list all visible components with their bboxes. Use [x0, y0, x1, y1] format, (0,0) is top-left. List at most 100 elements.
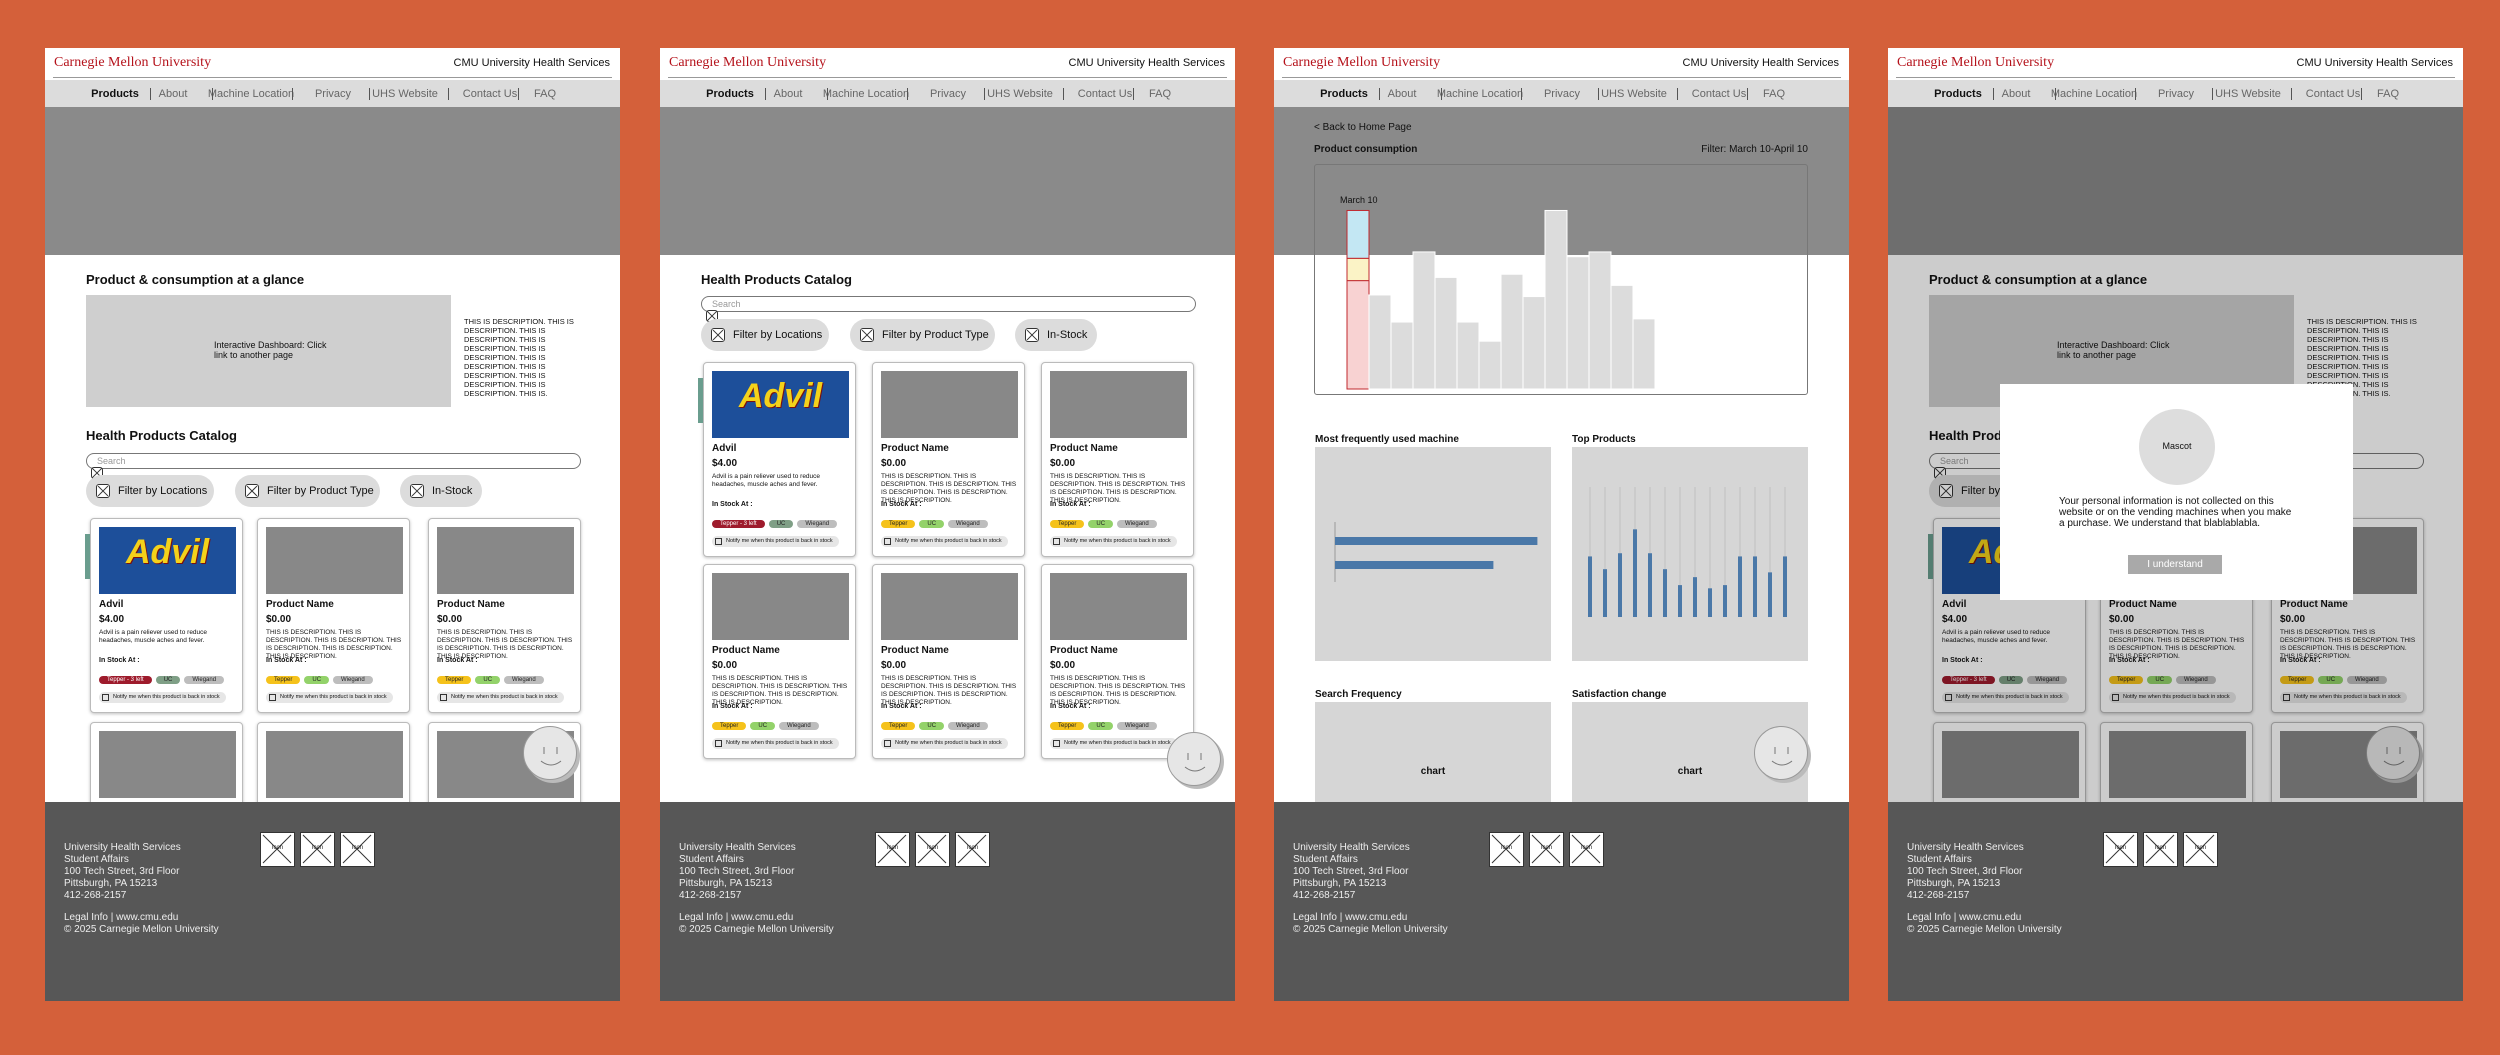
nav-link[interactable]: About — [1387, 88, 1417, 100]
social-icon[interactable]: Icon — [1529, 832, 1564, 867]
notify-button[interactable]: Notify me when this product is back in s… — [881, 536, 1008, 547]
location-tags: Tepper UC Wiegand — [881, 714, 1021, 732]
nav-link[interactable]: Products — [1320, 88, 1368, 100]
notify-button[interactable]: Notify me when this product is back in s… — [1942, 692, 2069, 703]
product-card[interactable]: Product Name $0.00 THIS IS DESCRIPTION. TH… — [872, 362, 1025, 557]
social-icon[interactable]: Icon — [875, 832, 910, 867]
nav-link[interactable]: Machine Location — [2050, 88, 2138, 100]
filter-button[interactable]: Filter by Locations — [701, 319, 829, 351]
notify-button[interactable]: Notify me when this product is back in s… — [99, 692, 226, 703]
location-tag: Tepper - 3 left — [712, 520, 765, 528]
nav-link[interactable]: Privacy — [1543, 88, 1581, 100]
nav-link[interactable]: Contact Us — [1077, 88, 1133, 100]
search-bar[interactable]: Search — [86, 453, 581, 479]
nav-link[interactable]: About — [773, 88, 803, 100]
footer-address: University Health Services — [1907, 842, 2024, 853]
nav-link[interactable]: UHS Website — [1601, 88, 1667, 100]
consumption-bar — [1412, 251, 1436, 390]
mascot-button[interactable] — [1754, 726, 1808, 780]
nav-link[interactable]: FAQ — [1148, 88, 1172, 100]
product-card[interactable] — [90, 722, 243, 812]
nav-link[interactable]: FAQ — [1762, 88, 1786, 100]
filter-button[interactable]: Filter by Locations — [86, 475, 214, 507]
icon-cross — [1531, 834, 1561, 864]
nav-link[interactable]: FAQ — [533, 88, 557, 100]
social-icon[interactable]: Icon — [915, 832, 950, 867]
notify-button[interactable]: Notify me when this product is back in s… — [1050, 536, 1177, 547]
product-card[interactable] — [1933, 722, 2086, 812]
nav-link[interactable]: Privacy — [929, 88, 967, 100]
notify-button[interactable]: Notify me when this product is back in s… — [266, 692, 393, 703]
footer-address: Pittsburgh, PA 15213 — [679, 878, 773, 889]
header-rule — [53, 77, 612, 78]
product-card[interactable] — [2100, 722, 2253, 812]
product-bar — [1708, 588, 1712, 617]
social-icon[interactable]: Icon — [2143, 832, 2178, 867]
social-icon[interactable]: Icon — [2103, 832, 2138, 867]
cross-line — [2185, 834, 2215, 864]
nav-separator — [292, 88, 293, 100]
nav-link[interactable]: UHS Website — [987, 88, 1053, 100]
social-icon[interactable]: Icon — [340, 832, 375, 867]
nav-link[interactable]: Privacy — [2157, 88, 2195, 100]
nav-link[interactable]: UHS Website — [2215, 88, 2281, 100]
filter-label: In-Stock — [432, 485, 473, 497]
product-card[interactable]: Product Name $0.00 THIS IS DESCRIPTION. TH… — [257, 518, 410, 713]
search-bar[interactable]: Search — [701, 296, 1196, 322]
notify-button[interactable]: Notify me when this product is back in s… — [2109, 692, 2236, 703]
mascot-button[interactable] — [523, 726, 577, 780]
notify-button[interactable]: Notify me when this product is back in s… — [1050, 738, 1177, 749]
mascot-button[interactable] — [1167, 732, 1221, 786]
product-card[interactable]: Product Name $0.00 THIS IS DESCRIPTION. TH… — [703, 564, 856, 759]
notify-button[interactable]: Notify me when this product is back in s… — [2280, 692, 2407, 703]
nav-link[interactable]: Products — [1934, 88, 1982, 100]
section-title: Most frequently used machine — [1315, 434, 1459, 445]
filter-label: In-Stock — [1047, 329, 1088, 341]
nav-link[interactable]: Machine Location — [822, 88, 910, 100]
nav-link[interactable]: UHS Website — [372, 88, 438, 100]
nav-link[interactable]: About — [2001, 88, 2031, 100]
social-icon[interactable]: Icon — [1569, 832, 1604, 867]
notify-button[interactable]: Notify me when this product is back in s… — [437, 692, 564, 703]
social-icon[interactable]: Icon — [2183, 832, 2218, 867]
cross-line — [342, 834, 372, 864]
panel: Carnegie Mellon University CMU University… — [45, 48, 620, 1001]
nav-link[interactable]: Machine Location — [207, 88, 295, 100]
filter-button[interactable]: Filter by Product Type — [850, 319, 995, 351]
logo: Carnegie Mellon University — [669, 55, 827, 70]
notify-button[interactable]: Notify me when this product is back in s… — [712, 738, 839, 749]
nav-link[interactable]: Products — [706, 88, 754, 100]
product-card[interactable]: Advil Advil $4.00 Advil is a pain reliever … — [90, 518, 243, 713]
social-icon[interactable]: Icon — [300, 832, 335, 867]
mascot-button[interactable] — [2366, 726, 2420, 780]
filter-button[interactable]: Filter by Product Type — [235, 475, 380, 507]
nav-link[interactable]: Contact Us — [462, 88, 518, 100]
filter-button[interactable]: In-Stock — [400, 475, 482, 507]
nav-link[interactable]: About — [158, 88, 188, 100]
nav-link[interactable]: Machine Location — [1436, 88, 1524, 100]
icon-cross — [302, 834, 332, 864]
nav-link[interactable]: Contact Us — [2305, 88, 2361, 100]
product-price: $4.00 — [1942, 614, 1968, 625]
nav-link[interactable]: Contact Us — [1691, 88, 1747, 100]
nav-link[interactable]: FAQ — [2376, 88, 2400, 100]
notify-button[interactable]: Notify me when this product is back in s… — [881, 738, 1008, 749]
product-card[interactable]: Product Name $0.00 THIS IS DESCRIPTION. TH… — [1041, 564, 1194, 759]
back-link[interactable]: < Back to Home Page — [1314, 122, 1412, 133]
modal-button[interactable]: I understand — [2128, 555, 2222, 574]
filter-button[interactable]: In-Stock — [1015, 319, 1097, 351]
social-icon[interactable]: Icon — [1489, 832, 1524, 867]
nav-link[interactable]: Privacy — [314, 88, 352, 100]
social-icon[interactable]: Icon — [955, 832, 990, 867]
product-card[interactable] — [257, 722, 410, 812]
dashboard-preview[interactable]: Interactive Dashboard: Click link to ano… — [86, 295, 451, 407]
notify-button[interactable]: Notify me when this product is back in s… — [712, 536, 839, 547]
nav-link[interactable]: Products — [91, 88, 139, 100]
product-card[interactable]: Product Name $0.00 THIS IS DESCRIPTION. TH… — [1041, 362, 1194, 557]
product-card[interactable]: Product Name $0.00 THIS IS DESCRIPTION. TH… — [428, 518, 581, 713]
product-description: Advil is a pain reliever used to reduce … — [1942, 629, 2051, 644]
product-card[interactable]: Advil Advil $4.00 Advil is a pain reliever … — [703, 362, 856, 557]
product-card[interactable]: Product Name $0.00 THIS IS DESCRIPTION. TH… — [872, 564, 1025, 759]
social-icon[interactable]: Icon — [260, 832, 295, 867]
location-tags: Tepper - 3 left UC Wiegand — [1942, 668, 2082, 686]
